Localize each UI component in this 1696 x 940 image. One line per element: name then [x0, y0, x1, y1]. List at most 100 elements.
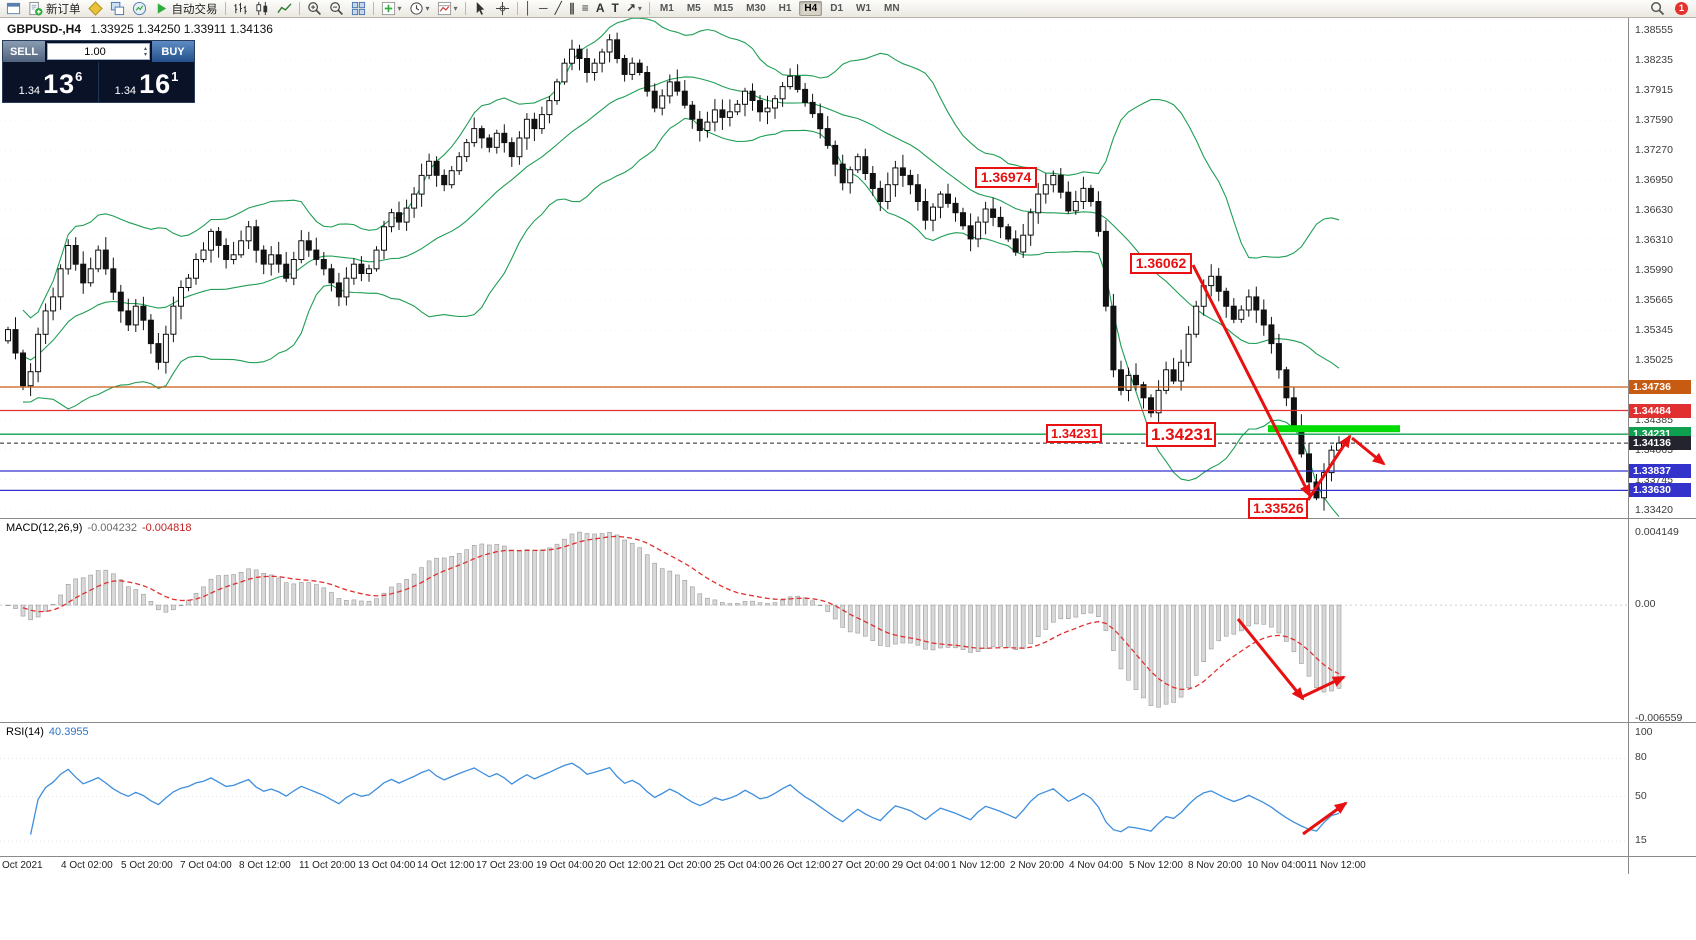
equidistant-channel-icon[interactable]: ∥	[566, 1, 578, 17]
buy-price-big: 16	[139, 69, 172, 99]
macd-canvas[interactable]	[0, 519, 1696, 723]
buy-price-prefix: 1.34	[114, 85, 137, 97]
crosshair-icon-glyph	[495, 1, 509, 16]
chevron-down-icon[interactable]: ▾	[453, 4, 458, 13]
label-icon[interactable]: T	[608, 1, 621, 17]
ohlc-bars-icon[interactable]	[230, 1, 251, 17]
profiles-icon[interactable]	[85, 1, 106, 17]
market-watch-icon[interactable]	[129, 1, 150, 17]
price-tick: 1.35025	[1635, 354, 1673, 366]
chart-canvas[interactable]	[0, 18, 1696, 518]
text-icon[interactable]: A	[593, 1, 608, 17]
rsi-line	[29, 762, 1340, 835]
search-icon[interactable]	[1647, 1, 1668, 17]
macd-panel: MACD(12,26,9) -0.004232 -0.004818	[0, 518, 1696, 722]
price-tick: 1.35345	[1635, 324, 1673, 336]
time-label: 13 Oct 04:00	[358, 860, 416, 871]
rsi-value: 40.3955	[48, 726, 89, 738]
chart-window-icon-glyph	[6, 2, 21, 15]
tf-mn[interactable]: MN	[884, 3, 900, 14]
charts-cascade-icon[interactable]	[107, 1, 128, 17]
volume-value[interactable]: 1.00	[84, 45, 106, 58]
price-tick: 1.37590	[1635, 114, 1673, 126]
resistance-zone[interactable]	[1268, 425, 1400, 433]
horizontal-line-icon[interactable]: ─	[536, 1, 551, 17]
crosshair-icon[interactable]	[492, 1, 513, 17]
toolbar-separator	[464, 2, 466, 15]
autotrade-button[interactable]: 自动交易	[151, 1, 221, 17]
chevron-down-icon[interactable]: ▾	[637, 4, 642, 13]
time-label: 4 Nov 04:00	[1069, 860, 1123, 871]
sell-price[interactable]: 1.34 13 6	[3, 62, 99, 102]
time-axis[interactable]: Oct 2021 4 Oct 02:00 5 Oct 20:00 7 Oct 04:0…	[0, 856, 1696, 874]
arrows-tool-icon[interactable]: ↗ ▾	[623, 1, 645, 17]
macd-tick: -0.006559	[1635, 712, 1683, 724]
tf-m30[interactable]: M30	[746, 3, 766, 14]
fibonacci-icon[interactable]: ≡	[579, 1, 592, 17]
buy-button[interactable]: BUY	[152, 41, 194, 62]
candlestick-chart-icon[interactable]	[252, 1, 273, 17]
chevron-down-icon[interactable]: ▾	[425, 4, 430, 13]
templates-icon[interactable]: ▾	[434, 1, 461, 17]
axis-separator	[1628, 18, 1629, 874]
spin-up-icon[interactable]: ▴	[143, 45, 147, 52]
tile-windows-icon-glyph	[351, 1, 365, 16]
cursor-icon[interactable]	[470, 1, 491, 17]
tf-h1[interactable]: H1	[778, 3, 792, 14]
chevron-down-icon[interactable]: ▾	[397, 4, 402, 13]
zoom-in-icon[interactable]	[304, 1, 325, 17]
buy-price[interactable]: 1.34 16 1	[99, 62, 194, 102]
tf-w1[interactable]: W1	[856, 3, 872, 14]
macd-value-main: -0.004232	[87, 522, 137, 534]
price-tick: 1.36950	[1635, 174, 1673, 186]
vertical-line-icon-glyph: │	[524, 1, 533, 15]
price-annotation[interactable]: 1.34231	[1046, 424, 1102, 443]
tf-m5[interactable]: M5	[686, 3, 701, 14]
periods-icon-glyph	[409, 2, 423, 15]
periods-icon[interactable]: ▾	[406, 1, 433, 17]
price-annotation[interactable]: 1.33526	[1248, 498, 1308, 519]
sell-price-big: 13	[43, 69, 76, 99]
tf-m15[interactable]: M15	[713, 3, 734, 14]
charts-cascade-icon-glyph	[110, 1, 124, 16]
sell-button[interactable]: SELL	[3, 41, 45, 62]
zoom-out-icon[interactable]	[326, 1, 347, 17]
time-label: 11 Oct 20:00	[299, 860, 356, 871]
price-annotation[interactable]: 1.36974	[975, 167, 1037, 188]
macd-value-signal: -0.004818	[141, 522, 192, 534]
line-chart-icon[interactable]	[274, 1, 295, 17]
tf-m1[interactable]: M1	[659, 3, 674, 14]
horizontal-level-lines[interactable]	[0, 386, 1628, 492]
spin-down-icon[interactable]: ▾	[143, 51, 147, 58]
toolbar-items: 新订单 自动交易 ▾ ▾ ▾ │ ─ ╱ ∥ ≡ A T ↗ ▾ M1 M5 M15 M30 H1 H4 D1 W1 MN	[3, 1, 906, 17]
bollinger-bands	[22, 18, 1340, 517]
notification-badge[interactable]: 1	[1675, 2, 1688, 15]
time-label: 17 Oct 23:00	[476, 860, 534, 871]
price-annotation[interactable]: 1.34231	[1146, 422, 1216, 447]
trendline-icon[interactable]: ╱	[552, 1, 565, 17]
price-axis[interactable]: 1.38555 1.38235 1.37915 1.37590 1.37270 1.369…	[1629, 18, 1696, 874]
new-order-button[interactable]: 新订单	[25, 1, 84, 17]
rsi-canvas[interactable]	[0, 723, 1696, 857]
tf-d1[interactable]: D1	[830, 3, 844, 14]
sell-price-prefix: 1.34	[18, 85, 41, 97]
price-tick: 1.37270	[1635, 144, 1673, 156]
trend-arrows	[1191, 264, 1386, 501]
time-label: 5 Oct 20:00	[121, 860, 173, 871]
time-label: 8 Nov 20:00	[1188, 860, 1242, 871]
market-watch-icon-glyph	[132, 1, 146, 16]
ohlc-values: 1.33925 1.34250 1.33911 1.34136	[90, 22, 273, 36]
chart-window-icon[interactable]	[3, 1, 24, 17]
volume-input[interactable]: 1.00 ▴ ▾	[47, 43, 150, 60]
price-badge-1.33630: 1.33630	[1629, 483, 1691, 497]
volume-spinner[interactable]: ▴ ▾	[142, 46, 149, 58]
tf-h4[interactable]: H4	[799, 1, 823, 16]
price-badge-1.34736: 1.34736	[1629, 380, 1691, 394]
candlestick-chart-icon-glyph	[255, 1, 267, 16]
macd-tick: 0.00	[1635, 598, 1656, 610]
vertical-line-icon[interactable]: │	[522, 1, 536, 17]
price-annotation[interactable]: 1.36062	[1130, 253, 1192, 274]
cursor-icon-glyph	[476, 1, 484, 15]
indicators-icon[interactable]: ▾	[378, 1, 405, 17]
tile-windows-icon[interactable]	[348, 1, 369, 17]
